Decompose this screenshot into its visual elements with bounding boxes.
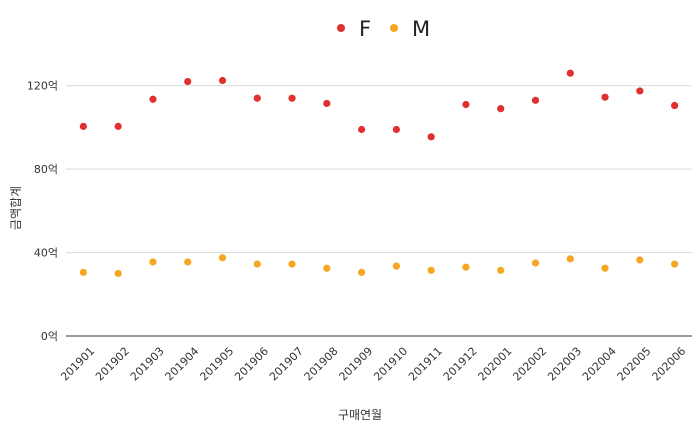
x-tick-label: 202002 — [510, 345, 549, 384]
data-point[interactable] — [497, 266, 505, 274]
series-F — [79, 69, 679, 141]
data-point[interactable] — [288, 260, 296, 268]
data-point[interactable] — [79, 122, 87, 130]
data-point[interactable] — [184, 258, 192, 266]
y-axis-ticks: 0억 40억 80억 120억 — [27, 80, 58, 343]
data-point[interactable] — [601, 264, 609, 272]
data-point[interactable] — [253, 260, 261, 268]
data-point[interactable] — [218, 76, 227, 85]
data-point[interactable] — [427, 266, 435, 274]
data-point[interactable] — [323, 264, 331, 272]
data-point[interactable] — [323, 99, 331, 108]
x-tick-label: 202001 — [476, 345, 515, 384]
y-tick-label: 80억 — [34, 163, 58, 176]
legend-marker — [390, 24, 398, 32]
data-point[interactable] — [288, 94, 296, 102]
data-point[interactable] — [531, 259, 540, 267]
x-tick-label: 202005 — [615, 345, 654, 384]
x-tick-label: 201902 — [93, 345, 132, 384]
x-tick-label: 201910 — [371, 345, 410, 384]
legend-item-M[interactable]: M — [390, 17, 430, 41]
y-tick-label: 40억 — [34, 247, 58, 260]
data-point[interactable] — [358, 125, 366, 134]
y-tick-label: 120억 — [27, 80, 58, 93]
series-M — [79, 254, 679, 278]
data-point[interactable] — [392, 262, 400, 270]
data-point[interactable] — [218, 254, 227, 262]
gridlines — [66, 85, 692, 337]
x-tick-label: 201904 — [163, 345, 202, 384]
legend-item-F[interactable]: F — [337, 17, 371, 41]
data-point[interactable] — [462, 263, 470, 271]
data-points — [79, 69, 679, 278]
data-point[interactable] — [358, 268, 366, 276]
data-point[interactable] — [531, 96, 540, 104]
x-tick-label: 202003 — [545, 345, 584, 384]
data-point[interactable] — [462, 100, 470, 109]
x-tick-label: 201909 — [336, 345, 375, 384]
data-point[interactable] — [566, 69, 574, 77]
data-point[interactable] — [149, 258, 157, 266]
data-point[interactable] — [671, 101, 679, 110]
data-point[interactable] — [497, 105, 505, 113]
legend-marker — [337, 24, 345, 32]
data-point[interactable] — [636, 256, 644, 264]
data-point[interactable] — [601, 93, 609, 101]
data-point[interactable] — [114, 122, 122, 130]
x-tick-label: 201903 — [128, 345, 167, 384]
data-point[interactable] — [184, 77, 192, 86]
x-tick-label: 201911 — [406, 345, 445, 384]
x-tick-label: 201905 — [197, 345, 236, 384]
x-tick-label: 201912 — [441, 345, 480, 384]
data-point[interactable] — [114, 269, 122, 278]
data-point[interactable] — [566, 255, 574, 263]
data-point[interactable] — [79, 268, 87, 276]
legend-label: M — [412, 17, 430, 41]
data-point[interactable] — [253, 94, 261, 102]
x-tick-label: 201901 — [58, 345, 97, 384]
x-axis-title: 구매연월 — [338, 408, 382, 422]
y-axis-title: 금액합계 — [9, 186, 23, 230]
legend-label: F — [359, 17, 371, 41]
x-tick-label: 202006 — [649, 345, 688, 384]
x-tick-label: 201908 — [302, 345, 341, 384]
data-point[interactable] — [636, 87, 644, 95]
x-tick-label: 201906 — [232, 345, 271, 384]
data-point[interactable] — [149, 95, 157, 103]
x-tick-label: 202004 — [580, 345, 619, 384]
x-tick-label: 201907 — [267, 345, 306, 384]
data-point[interactable] — [392, 125, 400, 134]
data-point[interactable] — [671, 260, 679, 268]
x-axis-ticks: 2019012019022019032019042019052019062019… — [58, 345, 688, 384]
data-point[interactable] — [427, 133, 435, 141]
y-tick-label: 0억 — [41, 330, 58, 343]
